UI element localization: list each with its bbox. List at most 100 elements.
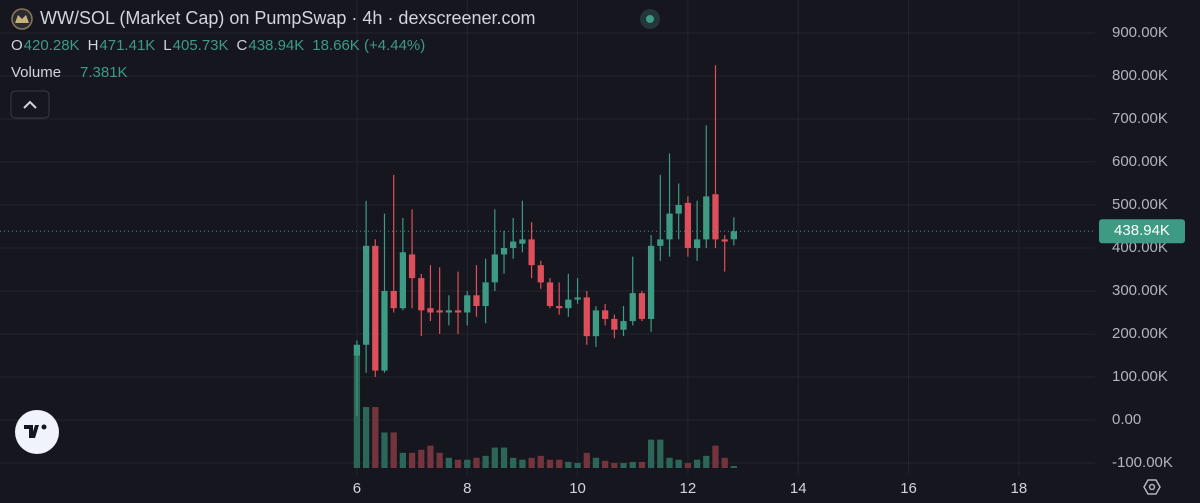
candle-body [666,213,673,240]
last-price-tag [1099,219,1185,244]
legend-change: 18.66K (+4.44%) [312,37,425,54]
volume-bar [408,452,416,468]
axes: 900.00K800.00K700.00K600.00K500.00K400.0… [353,24,1185,497]
candles [0,65,1095,416]
candle-body [528,239,535,266]
volume-bar [666,457,673,468]
y-tick-label: -100.00K [1112,454,1173,471]
candle-body [418,278,425,311]
tradingview-mark [24,425,39,438]
settings-icon[interactable] [1143,479,1161,495]
candle-body [353,344,361,356]
volume-bar [583,452,590,468]
candle-body [408,254,416,279]
volume-label: Volume [11,64,61,81]
volume-bar [454,459,462,468]
candle-body [629,293,636,322]
candle-body [657,239,664,246]
y-tick-label: 100.00K [1112,368,1168,385]
volume-bar [500,447,508,468]
candle-body [638,293,646,319]
candle-body [703,196,710,240]
volume-bar [482,455,489,468]
volume-bar [638,461,646,468]
volume-bar [427,445,434,468]
volume-bar [629,461,636,468]
volume-bar [721,457,728,468]
candle-body [427,308,434,313]
volume-pane [353,353,737,468]
candle-body [684,202,692,248]
volume-bar [574,463,581,468]
candle-body [464,295,471,313]
candle-body [473,295,480,307]
legend-key: H [88,37,99,54]
candle-body [519,239,526,244]
collapse-button[interactable] [10,90,50,119]
volume-bar [730,465,737,468]
volume-bar [464,459,471,468]
volume-bar [684,463,692,468]
volume-bar [418,449,425,468]
y-tick-label: 200.00K [1112,325,1168,342]
volume-bar [528,457,535,468]
legend-key: O [11,37,23,54]
volume-bar [703,455,710,468]
candle-body [556,306,563,309]
y-tick-label: 500.00K [1112,196,1168,213]
candle-body [454,310,462,313]
candle-body [620,321,627,330]
last-price-label: 438.94K [1114,222,1170,239]
candle-body [647,245,655,319]
volume-bar [556,459,563,468]
candle-body [510,241,517,248]
candle-body [362,245,370,345]
y-tick-label: 300.00K [1112,282,1168,299]
volume-bar [436,452,443,468]
volume-bar [362,407,370,468]
candle-body [482,282,489,307]
volume-bar [519,459,526,468]
x-tick-label: 16 [900,480,917,497]
candle-body [399,252,406,309]
legend-value: 405.73K [173,37,229,54]
volume-bar [473,457,480,468]
x-tick-label: 10 [569,480,586,497]
volume-bar [712,445,719,468]
y-tick-label: 900.00K [1112,24,1168,41]
candle-body [602,310,609,319]
legend-value: 471.41K [99,37,155,54]
candle-body [592,310,600,337]
volume-bar [657,439,664,468]
volume-bar [647,439,655,468]
tradingview-logo[interactable] [15,410,59,454]
volume-bar [675,459,682,468]
grid [0,0,1095,475]
candle-body [546,282,554,307]
chart-title: WW/SOL (Market Cap) on PumpSwap · 4h · d… [40,8,536,28]
legend-key: C [237,37,248,54]
volume-bar [611,463,618,468]
candle-body [574,297,581,300]
ohlc-legend: O 420.28K H 471.41K L 405.73K C 438.94K 18.66K (… [11,37,425,54]
candle-body [611,318,618,330]
volume-bar [445,457,452,468]
chevron-icon [23,100,37,109]
candle-body [537,265,544,283]
legend-value: 420.28K [24,37,80,54]
candle-body [500,247,508,255]
candle-body [436,310,443,313]
volume-bar [510,457,517,468]
volume-bar [390,432,397,468]
tradingview-dot [41,424,47,430]
y-tick-label: 800.00K [1112,67,1168,84]
y-tick-label: 700.00K [1112,110,1168,127]
volume-bar [537,455,544,468]
candle-body [381,290,388,371]
candle-body [491,254,498,283]
volume-bar [620,463,627,468]
status-dot [646,15,654,23]
legend-value: 438.94K [248,37,304,54]
volume-bar [491,447,498,468]
